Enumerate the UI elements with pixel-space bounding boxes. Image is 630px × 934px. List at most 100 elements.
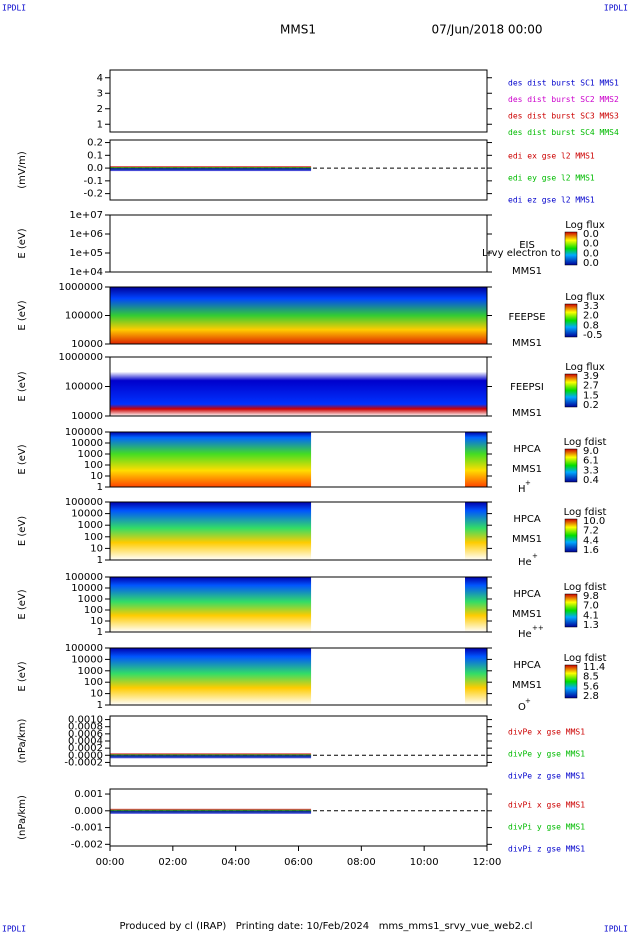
colorbar-label: 3.3 [583, 465, 599, 476]
y-tick-label: 100000 [65, 572, 103, 583]
spectrogram [465, 432, 487, 487]
instrument-label: MMS1 [512, 464, 542, 475]
y-axis-label: (nPa/km) [17, 795, 28, 840]
colorbar-label: 11.4 [583, 662, 605, 673]
spectrogram [110, 648, 312, 705]
spectrogram [110, 432, 312, 487]
colorbar-label: 2.7 [583, 381, 599, 392]
x-tick-label: 06:00 [284, 857, 313, 868]
legend-entry: divPe x gse MMS1 [508, 728, 585, 737]
spectrogram [465, 648, 487, 705]
date: 07/Jun/2018 00:00 [431, 23, 542, 37]
plot-frame [109, 576, 488, 633]
plot-frame [109, 715, 488, 767]
colorbar-label: 0.8 [583, 320, 599, 331]
annotation: Lrvy electron to [482, 248, 561, 259]
colorbar-label: 8.5 [583, 672, 599, 683]
title: MMS1 [280, 23, 316, 37]
spectrogram [110, 502, 312, 560]
colorbar-label: 1.3 [583, 620, 599, 631]
colorbar-label: 0.0 [583, 258, 599, 269]
y-tick-label: 100000 [65, 382, 103, 393]
y-tick-label: -0.0002 [64, 757, 103, 768]
legend-entry: edi ez gse l2 MMS1 [508, 196, 595, 205]
legend-entry: des dist burst SC1 MMS1 [508, 79, 619, 88]
x-tick-label: 00:00 [96, 857, 125, 868]
instrument-label: FEEPSE [508, 312, 545, 323]
instrument-label: FEEPSI [510, 382, 544, 393]
colorbar-label: 3.9 [583, 371, 599, 382]
species-charge: ++ [532, 624, 544, 632]
plot-frame [109, 788, 488, 847]
y-tick-label: 0.0002 [68, 743, 103, 754]
colorbar [564, 448, 578, 483]
colorbar-title: Log fdist [564, 582, 607, 593]
y-tick-label: 10000 [71, 583, 103, 594]
species-charge: + [532, 552, 538, 560]
instrument-label: MMS1 [512, 534, 542, 545]
y-tick-label: 1 [97, 555, 103, 566]
spectrogram [465, 577, 487, 632]
y-tick-label: 0.0008 [68, 722, 103, 733]
colorbar [564, 303, 578, 338]
y-tick-label: 100 [84, 460, 103, 471]
y-tick-label: 10000 [71, 339, 103, 350]
legend-entry: edi ey gse l2 MMS1 [508, 174, 595, 183]
y-tick-label: 2 [97, 104, 103, 115]
y-tick-label: 1 [97, 700, 103, 711]
colorbar-label: 0.4 [583, 475, 599, 486]
y-tick-label: 100000 [65, 643, 103, 654]
y-tick-label: 1000000 [58, 352, 103, 363]
y-axis-label: (nPa/km) [17, 719, 28, 764]
legend-entry: divPi x gse MMS1 [508, 801, 585, 810]
x-tick-label: 02:00 [158, 857, 187, 868]
corner-label: IPDLI [604, 925, 628, 934]
spectrogram [110, 577, 312, 632]
y-tick-label: 100 [84, 605, 103, 616]
colorbar-title: Log fdist [564, 437, 607, 448]
y-tick-label: 1000 [78, 449, 103, 460]
x-tick-label: 04:00 [221, 857, 250, 868]
y-tick-label: 10 [90, 543, 103, 554]
instrument-label: EIS [519, 240, 535, 251]
colorbar-label: 7.0 [583, 601, 599, 612]
y-tick-label: 0.0 [87, 163, 103, 174]
colorbar-title: Log flux [565, 220, 605, 231]
y-tick-label: 100000 [65, 311, 103, 322]
colorbar-label: 9.0 [583, 446, 599, 457]
y-tick-label: 10000 [71, 654, 103, 665]
colorbar-label: 0.0 [583, 229, 599, 240]
colorbar-label: 4.4 [583, 535, 599, 546]
instrument-label: MMS1 [512, 680, 542, 691]
legend-entry: divPi y gse MMS1 [508, 823, 585, 832]
y-tick-label: 0.0004 [68, 736, 103, 747]
plot-frame [109, 69, 488, 133]
y-axis-label: E (eV) [17, 444, 28, 474]
legend-entry: divPe y gse MMS1 [508, 750, 585, 759]
y-tick-label: 0.1 [87, 150, 103, 161]
instrument-label: MMS1 [512, 408, 542, 419]
species-charge: + [525, 697, 531, 705]
y-tick-label: 0.001 [74, 789, 103, 800]
y-tick-label: 10 [90, 689, 103, 700]
y-tick-label: 10000 [71, 438, 103, 449]
y-tick-label: -0.1 [83, 176, 103, 187]
y-tick-label: 100000 [65, 497, 103, 508]
y-tick-label: 1000 [78, 520, 103, 531]
y-axis-label: (mV/m) [17, 151, 28, 189]
footer: Produced by cl (IRAP) Printing date: 10/… [119, 921, 532, 932]
corner-label: IPDLI [2, 925, 26, 934]
instrument-label: HPCA [513, 444, 541, 455]
y-tick-label: 0.2 [87, 138, 103, 149]
plot-frame [109, 214, 488, 273]
colorbar-label: 0.0 [583, 248, 599, 259]
y-tick-label: 10000 [71, 411, 103, 422]
colorbar [564, 593, 578, 628]
y-tick-label: 10 [90, 616, 103, 627]
y-tick-label: -0.2 [83, 189, 103, 200]
x-tick-label: 08:00 [347, 857, 376, 868]
colorbar-label: 1.5 [583, 390, 599, 401]
colorbar [564, 664, 578, 699]
y-tick-label: 1000 [78, 666, 103, 677]
